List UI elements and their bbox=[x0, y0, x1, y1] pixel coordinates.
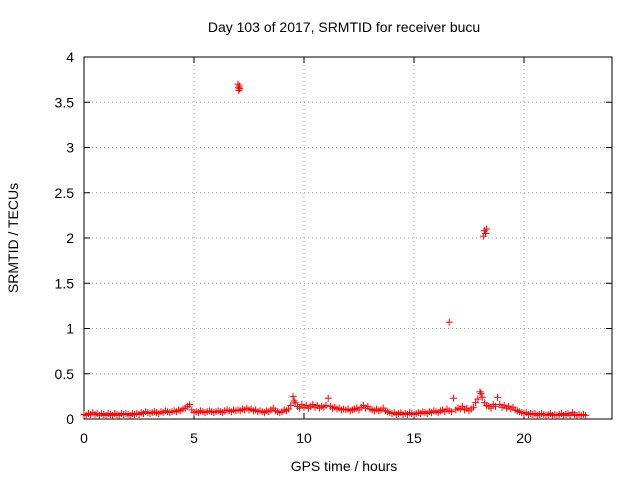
y-tick-label: 3 bbox=[66, 140, 74, 156]
y-tick-label: 4 bbox=[66, 49, 74, 65]
data-point bbox=[478, 393, 486, 401]
data-point bbox=[236, 85, 244, 93]
y-tick-label: 1.5 bbox=[55, 275, 75, 291]
data-point bbox=[287, 401, 295, 409]
x-tick-label: 5 bbox=[190, 430, 198, 446]
y-axis-label: SRMTID / TECUs bbox=[5, 183, 21, 293]
x-tick-label: 15 bbox=[406, 430, 422, 446]
data-point bbox=[450, 394, 458, 402]
data-point bbox=[482, 229, 489, 237]
data-point bbox=[476, 388, 484, 396]
data-point bbox=[296, 404, 304, 412]
data-point bbox=[445, 318, 453, 326]
y-tick-label: 2.5 bbox=[55, 185, 75, 201]
y-tick-label: 0 bbox=[66, 411, 74, 427]
data-point bbox=[291, 399, 299, 407]
data-points bbox=[80, 80, 590, 419]
data-point bbox=[582, 411, 590, 419]
data-point bbox=[483, 225, 491, 233]
data-point bbox=[458, 402, 466, 410]
data-point bbox=[474, 395, 482, 403]
x-axis-label: GPS time / hours bbox=[291, 458, 398, 474]
x-tick-label: 20 bbox=[516, 430, 532, 446]
y-tick-label: 3.5 bbox=[55, 94, 75, 110]
data-point bbox=[289, 392, 297, 400]
data-point bbox=[487, 404, 495, 412]
x-tick-label: 10 bbox=[296, 430, 312, 446]
data-point bbox=[494, 393, 502, 401]
y-tick-label: 2 bbox=[66, 230, 74, 246]
axis-ticks: 0 0.5 1 1.5 2 2.5 3 3.5 4 0 5 10 15 20 bbox=[55, 49, 612, 446]
data-point bbox=[477, 390, 485, 398]
y-tick-label: 0.5 bbox=[55, 366, 75, 382]
data-point bbox=[469, 403, 477, 411]
y-tick-label: 1 bbox=[66, 321, 74, 337]
data-point bbox=[491, 402, 499, 410]
data-point bbox=[290, 397, 298, 405]
data-point bbox=[472, 399, 480, 407]
data-point bbox=[285, 405, 293, 413]
data-point bbox=[186, 401, 194, 409]
x-tick-label: 0 bbox=[80, 430, 88, 446]
grid-lines bbox=[84, 57, 612, 419]
data-point bbox=[324, 394, 332, 402]
data-point bbox=[322, 401, 330, 409]
chart-title: Day 103 of 2017, SRMTID for receiver buc… bbox=[208, 19, 480, 35]
data-point bbox=[447, 408, 455, 416]
